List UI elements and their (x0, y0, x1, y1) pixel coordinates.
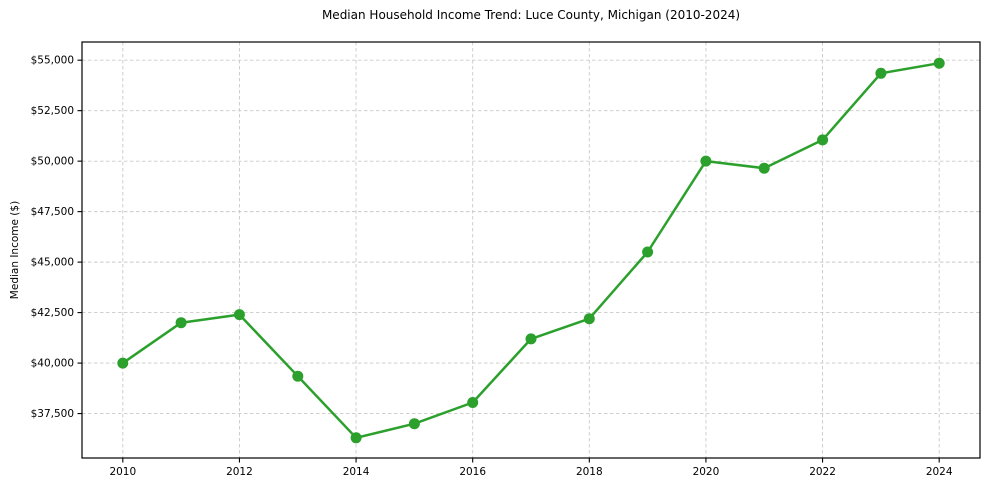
data-point (467, 397, 479, 408)
data-point (117, 357, 129, 369)
trend-line (121, 61, 941, 440)
x-tick-label: 2020 (693, 466, 720, 478)
y-tick-label: $55,000 (31, 55, 74, 67)
x-tick-label: 2016 (459, 466, 486, 478)
data-point (525, 333, 537, 345)
x-tick-label: 2012 (226, 466, 253, 478)
y-tick-label: $45,000 (31, 257, 74, 269)
y-tick-label: $47,500 (31, 206, 74, 218)
x-tick-label: 2010 (109, 466, 136, 478)
data-point (700, 155, 712, 167)
y-tick-label: $40,000 (31, 358, 74, 370)
x-tick-label: 2022 (809, 466, 836, 478)
data-point (292, 370, 304, 382)
data-point (233, 309, 245, 321)
y-tick-label: $50,000 (31, 156, 74, 168)
data-point (408, 418, 420, 430)
data-point (875, 67, 887, 79)
data-point (933, 57, 945, 69)
y-tick-label: $37,500 (31, 408, 74, 420)
data-point (758, 162, 770, 174)
plot-border (81, 41, 981, 459)
x-tick-label: 2014 (343, 466, 370, 478)
data-point (350, 432, 362, 444)
data-point (175, 317, 187, 329)
x-tick-label: 2024 (926, 466, 953, 478)
y-tick-label: $52,500 (31, 105, 74, 117)
data-point (583, 313, 595, 325)
data-point (817, 134, 829, 146)
data-point (642, 246, 654, 258)
y-tick-label: $42,500 (31, 307, 74, 319)
chart-title: Median Household Income Trend: Luce Coun… (321, 8, 741, 22)
x-tick-label: 2018 (576, 466, 603, 478)
